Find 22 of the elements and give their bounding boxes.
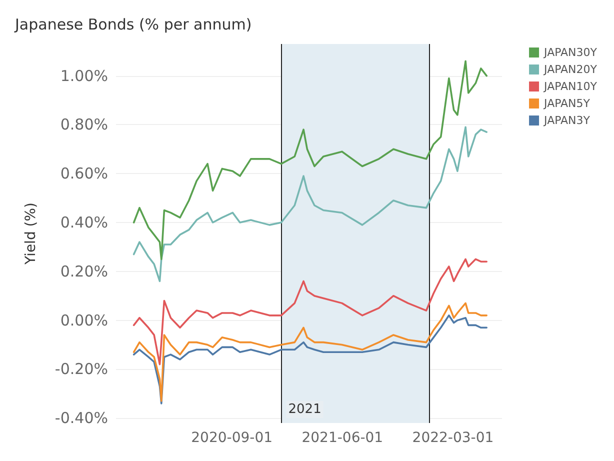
line-series <box>132 60 488 260</box>
x-tick-label: 2020-09-01 <box>191 430 273 446</box>
legend-label: JAPAN10Y <box>543 80 598 93</box>
legend-label: JAPAN3Y <box>543 114 590 127</box>
chart-title: Japanese Bonds (% per annum) <box>14 16 252 34</box>
y-tick-label: 0.20% <box>60 262 108 280</box>
x-tick-label: 2022-03-01 <box>412 430 494 446</box>
legend-label: JAPAN20Y <box>543 63 598 76</box>
y-tick-label: 0.00% <box>60 311 108 330</box>
line-series <box>132 258 488 366</box>
y-tick-label: 0.40% <box>60 213 108 232</box>
y-tick-label: 0.80% <box>60 116 108 134</box>
y-tick-label: 0.60% <box>60 164 108 183</box>
y-axis-title: Yield (%) <box>23 202 39 266</box>
x-tick-label: 2021-06-01 <box>302 430 384 446</box>
band-label: 2021 <box>288 402 322 417</box>
y-tick-label: 1.00% <box>60 66 108 85</box>
line-series <box>132 126 488 282</box>
y-tick-label: -0.20% <box>54 360 108 378</box>
legend-label: JAPAN5Y <box>543 97 590 110</box>
legend-label: JAPAN30Y <box>543 46 598 59</box>
y-tick-label: -0.40% <box>54 409 108 428</box>
